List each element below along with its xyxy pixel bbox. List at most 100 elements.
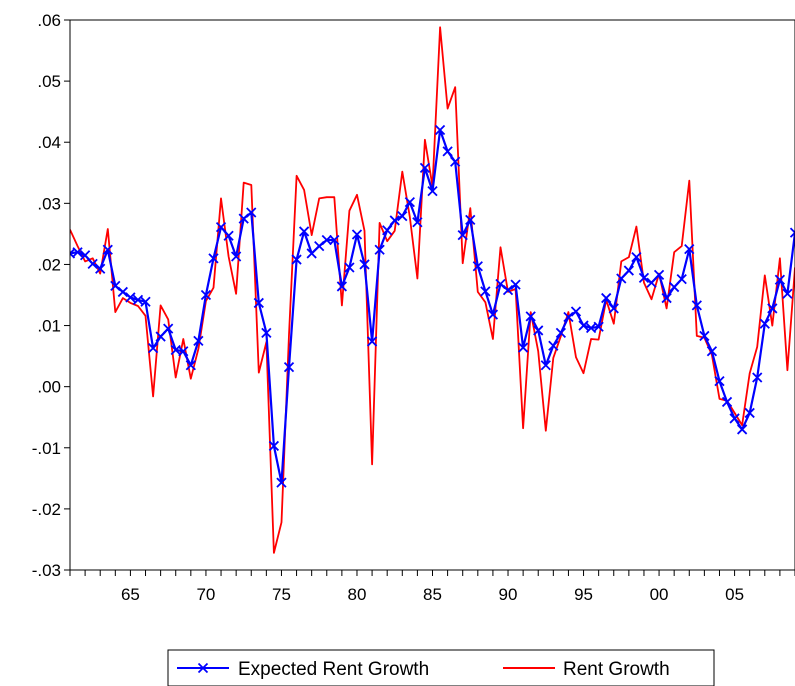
point-marker-stroke bbox=[601, 292, 612, 304]
point-marker-stroke bbox=[533, 325, 544, 336]
expected-rent-growth-point bbox=[125, 292, 136, 303]
point-marker-stroke bbox=[736, 424, 748, 435]
expected-rent-growth-point bbox=[767, 303, 778, 314]
point-marker-stroke bbox=[125, 292, 136, 303]
expected-rent-growth-point bbox=[487, 309, 499, 320]
expected-rent-growth-point bbox=[397, 211, 408, 222]
point-marker-stroke bbox=[412, 217, 423, 228]
y-tick-label: .01 bbox=[37, 317, 61, 336]
expected-rent-growth-point bbox=[404, 196, 415, 208]
point-marker-stroke bbox=[699, 330, 710, 342]
point-marker-stroke bbox=[585, 322, 597, 334]
expected-rent-growth-point bbox=[684, 244, 695, 255]
expected-rent-growth-point bbox=[276, 477, 287, 488]
expected-rent-growth-point bbox=[570, 306, 582, 317]
expected-rent-growth-point bbox=[661, 292, 672, 304]
point-marker-stroke bbox=[261, 327, 272, 339]
expected-rent-growth-point bbox=[95, 263, 106, 274]
point-marker-stroke bbox=[321, 234, 332, 246]
expected-rent-growth-point bbox=[721, 396, 733, 408]
point-marker-stroke bbox=[178, 346, 189, 357]
expected-rent-growth-point bbox=[736, 424, 748, 435]
y-tick-label: .03 bbox=[37, 194, 61, 213]
point-marker-stroke bbox=[691, 300, 702, 311]
legend: Expected Rent Growth Rent Growth bbox=[167, 649, 715, 686]
expected-rent-growth-point bbox=[593, 321, 604, 332]
point-marker-stroke bbox=[495, 278, 506, 290]
point-marker-stroke bbox=[457, 229, 468, 241]
point-marker-stroke bbox=[298, 226, 310, 237]
point-marker-stroke bbox=[72, 247, 83, 258]
expected-rent-growth-point bbox=[419, 162, 431, 174]
expected-rent-growth-point bbox=[117, 286, 129, 298]
point-marker-stroke bbox=[669, 281, 680, 293]
point-marker-stroke bbox=[510, 279, 521, 290]
point-marker-stroke bbox=[442, 146, 453, 157]
point-marker-stroke bbox=[616, 273, 627, 284]
point-marker-stroke bbox=[276, 477, 287, 488]
point-marker-stroke bbox=[419, 162, 431, 174]
point-marker-stroke bbox=[79, 250, 91, 261]
point-marker-stroke bbox=[185, 360, 196, 371]
point-marker-stroke bbox=[351, 229, 363, 240]
point-marker-stroke bbox=[774, 274, 786, 285]
x-tick-label: 00 bbox=[650, 585, 669, 604]
legend-box bbox=[167, 649, 715, 686]
expected-rent-growth-point bbox=[314, 240, 325, 252]
point-marker-stroke bbox=[450, 156, 461, 167]
expected-rent-growth-point bbox=[540, 360, 551, 371]
point-marker-stroke bbox=[487, 309, 499, 320]
point-marker-stroke bbox=[359, 259, 370, 270]
expected-rent-growth-point bbox=[215, 222, 227, 233]
x-tick-label: 80 bbox=[348, 585, 367, 604]
expected-rent-growth-point bbox=[450, 156, 461, 167]
expected-rent-growth-point bbox=[366, 336, 378, 347]
point-marker-stroke bbox=[721, 396, 733, 408]
expected-rent-growth-point bbox=[457, 229, 468, 241]
expected-rent-growth-point bbox=[261, 327, 272, 339]
point-marker-stroke bbox=[744, 407, 755, 419]
point-marker-stroke bbox=[110, 280, 121, 291]
expected-rent-growth-point bbox=[351, 229, 363, 240]
point-marker-stroke bbox=[283, 361, 295, 373]
point-marker-stroke bbox=[517, 342, 529, 353]
expected-rent-growth-point bbox=[669, 281, 680, 293]
point-marker-stroke bbox=[752, 372, 763, 383]
legend-label-expected-rent-growth: Expected Rent Growth bbox=[238, 659, 429, 680]
expected-rent-growth-point bbox=[510, 279, 521, 290]
point-marker-stroke bbox=[291, 254, 302, 265]
point-marker-stroke bbox=[706, 346, 718, 357]
point-marker-stroke bbox=[646, 277, 657, 288]
expected-rent-growth-point bbox=[744, 407, 755, 419]
point-marker-stroke bbox=[95, 263, 106, 274]
point-marker-stroke bbox=[193, 335, 204, 346]
expected-rent-growth-point bbox=[616, 273, 627, 284]
expected-rent-growth-point bbox=[548, 340, 559, 351]
y-tick-label: .04 bbox=[37, 133, 61, 152]
plot-frame bbox=[69, 19, 795, 571]
point-marker-stroke bbox=[132, 294, 144, 306]
y-tick-label: .02 bbox=[37, 255, 61, 274]
expected-rent-growth-point bbox=[298, 226, 310, 237]
expected-rent-growth-point bbox=[79, 250, 91, 261]
expected-rent-growth-point bbox=[208, 253, 219, 264]
expected-rent-growth-point bbox=[427, 185, 438, 197]
expected-rent-growth-point bbox=[268, 440, 280, 452]
legend-marker-stroke bbox=[197, 662, 209, 674]
point-marker-stroke bbox=[631, 251, 642, 263]
point-marker-stroke bbox=[366, 336, 378, 347]
expected-rent-growth-point bbox=[231, 251, 242, 262]
expected-rent-growth-point bbox=[555, 327, 567, 339]
x-tick-label: 65 bbox=[121, 585, 140, 604]
y-tick-label: .06 bbox=[37, 11, 61, 30]
point-marker-stroke bbox=[223, 230, 234, 241]
point-marker-stroke bbox=[253, 297, 264, 309]
expected-rent-growth-point bbox=[291, 254, 302, 265]
y-tick-label: -.01 bbox=[32, 439, 61, 458]
point-marker-stroke bbox=[87, 258, 98, 269]
expected-rent-growth-point bbox=[782, 288, 793, 299]
expected-rent-growth-point bbox=[102, 244, 113, 255]
expected-rent-growth-point bbox=[691, 300, 702, 311]
expected-rent-growth-point bbox=[193, 335, 204, 346]
